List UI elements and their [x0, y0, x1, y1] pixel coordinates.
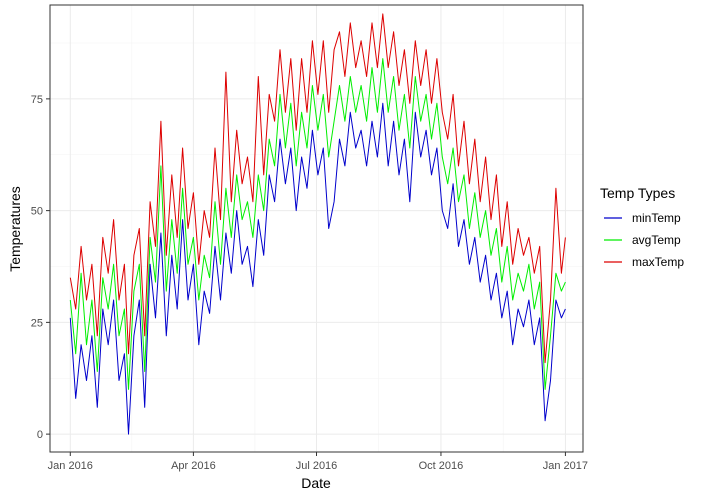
legend: Temp Types minTemp avgTemp maxTemp — [600, 185, 684, 269]
y-tick-label: 0 — [37, 429, 43, 441]
series-line-maxTemp — [69, 13, 566, 364]
x-tick-label: Apr 2016 — [171, 460, 216, 472]
legend-items: minTemp avgTemp maxTemp — [604, 211, 684, 269]
series-layer — [69, 13, 566, 435]
legend-label-avgTemp: avgTemp — [632, 233, 681, 247]
grid — [50, 5, 583, 452]
series-line-avgTemp — [69, 58, 566, 390]
y-tick-label: 25 — [31, 317, 43, 329]
y-axis: 0 25 50 75 — [31, 94, 50, 441]
x-tick-label: Jul 2016 — [296, 460, 338, 472]
y-tick-label: 75 — [31, 94, 43, 106]
x-axis: Jan 2016 Apr 2016 Jul 2016 Oct 2016 Jan 2017 — [48, 452, 588, 472]
legend-title: Temp Types — [600, 185, 675, 201]
x-axis-title: Date — [301, 475, 331, 491]
x-tick-label: Jan 2017 — [543, 460, 588, 472]
series-line-minTemp — [69, 102, 566, 435]
x-tick-label: Oct 2016 — [419, 460, 464, 472]
legend-label-maxTemp: maxTemp — [632, 255, 684, 269]
y-tick-label: 50 — [31, 206, 43, 218]
legend-label-minTemp: minTemp — [632, 211, 681, 225]
y-axis-title: Temperatures — [7, 186, 23, 272]
x-tick-label: Jan 2016 — [48, 460, 93, 472]
